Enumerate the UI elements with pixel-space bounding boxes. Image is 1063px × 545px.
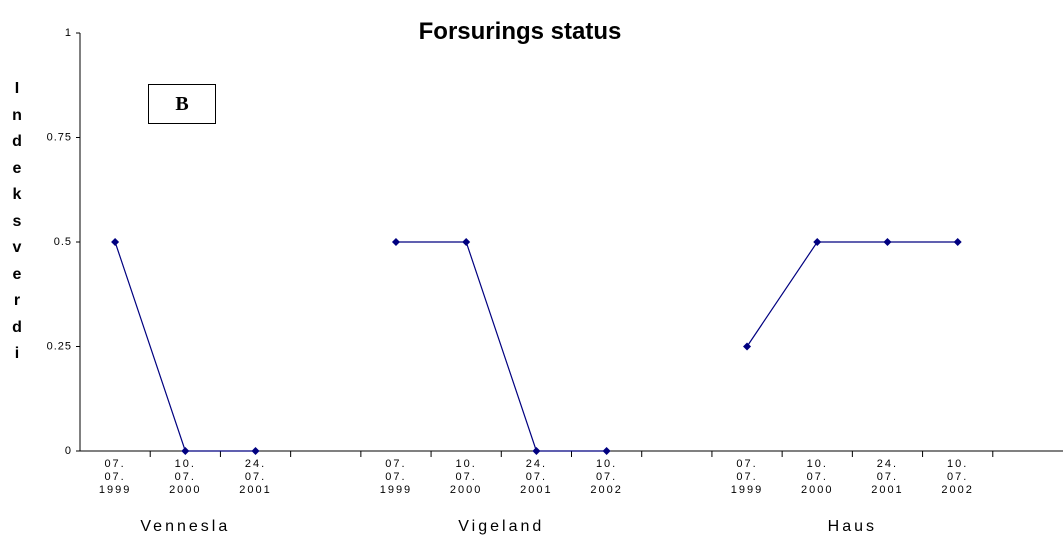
point <box>883 238 892 246</box>
x-tick-label: 07. 07. 1999 <box>730 458 764 496</box>
x-tick-label: 07. 07. 1999 <box>98 458 132 496</box>
point <box>251 447 260 455</box>
x-tick-label: 24. 07. 2001 <box>520 458 553 496</box>
group-label: Vigeland <box>458 518 545 535</box>
x-tick-label: 10. 07. 2000 <box>169 458 202 496</box>
y-tick-label: 0.25 <box>47 340 72 352</box>
point <box>391 238 400 246</box>
point <box>462 238 471 246</box>
chart-title: Forsurings status <box>418 18 622 45</box>
y-tick-label: 1 <box>65 27 72 39</box>
x-tick-label: 10. 07. 2002 <box>941 458 974 496</box>
point <box>111 238 120 246</box>
series-line <box>746 241 958 347</box>
y-axis-label: Indeksverdi <box>12 80 22 362</box>
x-tick-label: 10. 07. 2000 <box>801 458 834 496</box>
x-tick-label: 24. 07. 2001 <box>239 458 272 496</box>
point <box>813 238 822 246</box>
y-tick-label: 0.75 <box>47 131 72 143</box>
point <box>181 447 190 455</box>
point <box>953 238 962 246</box>
series-line <box>114 241 256 452</box>
x-tick-label: 10. 07. 2000 <box>449 458 483 496</box>
group-label: Vennesla <box>140 518 231 535</box>
point <box>743 342 752 351</box>
y-tick-label: 0 <box>65 445 72 457</box>
x-tick-label: 07. 07. 1999 <box>379 458 413 496</box>
series-line <box>395 241 607 452</box>
x-tick-label: 10. 07. 2002 <box>590 458 623 496</box>
y-tick-label: 0.5 <box>54 236 72 248</box>
annotation: B <box>148 84 216 124</box>
point <box>532 447 541 455</box>
point <box>602 447 611 455</box>
x-tick-label: 24. 07. 2001 <box>871 458 904 496</box>
group-label: Haus <box>827 518 878 535</box>
